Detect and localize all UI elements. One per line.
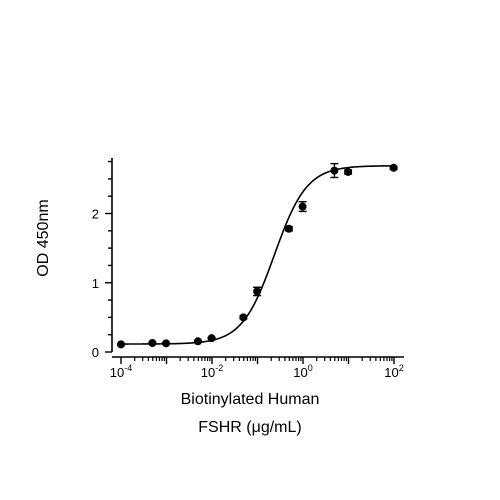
marker-1 [148, 338, 157, 347]
data-point-11 [389, 163, 398, 172]
data-point-0 [117, 340, 125, 349]
x-tick-label: 10-2 [201, 363, 223, 380]
marker-5 [239, 313, 248, 322]
x-axis-title-line1: Biotinylated Human [181, 391, 320, 408]
data-point-2 [162, 339, 171, 348]
data-point-9 [330, 162, 339, 179]
plot-area [117, 162, 398, 349]
marker-7 [284, 224, 293, 233]
data-point-6 [253, 286, 262, 297]
y-tick-label: 1 [92, 276, 99, 291]
marker-11 [389, 163, 398, 172]
marker-9 [330, 166, 339, 175]
data-point-7 [284, 224, 293, 233]
fit-curve [121, 165, 395, 345]
y-axis-ticks: 0 1 2 [92, 160, 112, 360]
data-point-8 [298, 201, 307, 213]
marker-6 [253, 287, 262, 296]
marker-0 [117, 340, 125, 349]
data-points [117, 162, 398, 349]
data-point-5 [239, 313, 248, 322]
x-tick-label: 102 [384, 363, 403, 380]
y-axis-title: OD 450nm [35, 199, 52, 276]
data-point-4 [207, 334, 216, 343]
x-axis-title-line2: FSHR (μg/mL) [198, 419, 301, 436]
marker-8 [298, 202, 307, 211]
marker-4 [207, 334, 216, 343]
data-point-10 [344, 167, 353, 176]
y-tick-label: 2 [92, 207, 99, 222]
marker-10 [344, 167, 353, 176]
x-axis-ticks: 10-4 10-2 100 102 [110, 357, 404, 380]
x-tick-label: 100 [293, 363, 312, 380]
data-point-3 [193, 337, 202, 346]
marker-3 [193, 337, 202, 346]
x-tick-label: 10-4 [110, 363, 132, 380]
data-point-1 [148, 338, 157, 347]
y-tick-label: 0 [92, 345, 99, 360]
marker-2 [162, 339, 171, 348]
